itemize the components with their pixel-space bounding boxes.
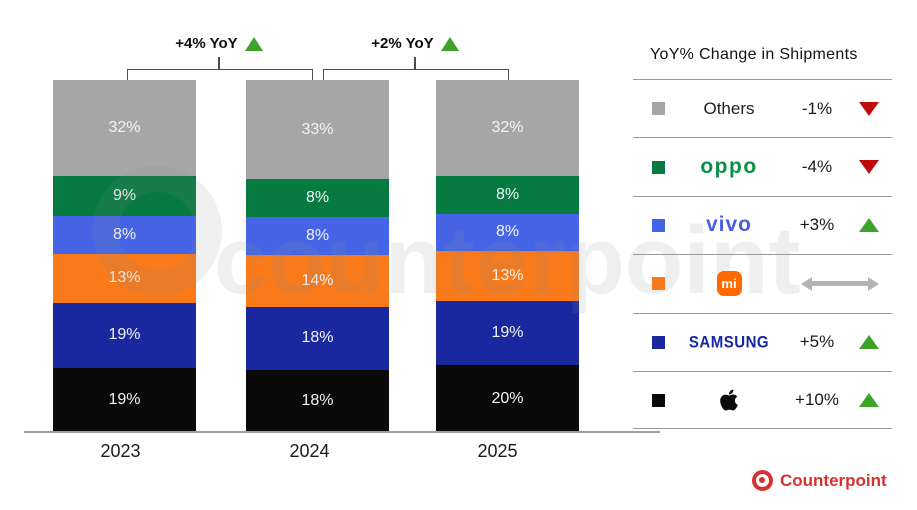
apple-logo-icon (720, 389, 738, 411)
legend-title: YoY% Change in Shipments (650, 46, 858, 63)
bracket-tick (414, 57, 416, 70)
segment-xiaomi-2024: 14% (246, 254, 389, 308)
oppo-swatch (652, 160, 665, 174)
x-tick-2023: 2023 (100, 441, 141, 461)
yoy-annotation-2024-2025: +2% YoY (330, 35, 500, 52)
segment-vivo-2025: 8% (436, 213, 579, 252)
segment-others-2023: 32% (53, 80, 196, 177)
oppo-logo: oppo (700, 155, 758, 179)
segment-oppo-2023: 9% (53, 176, 196, 217)
up-triangle-icon (440, 36, 459, 51)
segment-apple-2025: 20% (436, 365, 579, 432)
xiaomi-mi-logo: mi (716, 271, 742, 297)
samsung-change-value: +5% (799, 332, 835, 352)
x-tick-2024: 2024 (289, 441, 330, 461)
yoy-annotation-label: +4% YoY (175, 35, 238, 52)
segment-others-2025: 32% (436, 80, 579, 177)
segment-apple-2024: 18% (246, 369, 389, 432)
segment-vivo-2023: 8% (53, 216, 196, 254)
up-triangle-icon (859, 218, 879, 233)
samsung-swatch (652, 335, 665, 349)
samsung-logo: SAMSUNG (688, 332, 770, 352)
apple-swatch (652, 393, 665, 407)
yoy-annotation-2023-2024: +4% YoY (134, 35, 304, 52)
bracket-2023-2024 (127, 69, 313, 80)
legend-row-others: Others -1% (633, 79, 892, 137)
vivo-change-value: +3% (799, 215, 835, 235)
legend-row-oppo: oppo -4% (633, 137, 892, 195)
others-swatch (652, 102, 665, 116)
up-triangle-icon (859, 335, 879, 350)
apple-change-value: +10% (795, 390, 839, 410)
segment-oppo-2025: 8% (436, 176, 579, 214)
vivo-swatch (652, 218, 665, 232)
yoy-annotation-label: +2% YoY (371, 35, 434, 52)
down-triangle-icon (859, 160, 879, 175)
up-triangle-icon (244, 36, 263, 51)
up-triangle-icon (859, 393, 879, 408)
segment-vivo-2024: 8% (246, 217, 389, 255)
xiaomi-swatch (652, 277, 665, 291)
counterpoint-brandmark: Counterpoint (752, 470, 887, 491)
stacked-bar-2025: 32% 8% 8% 13% 19% 20% (436, 80, 579, 432)
segment-others-2024: 33% (246, 80, 389, 180)
legend-row-xiaomi: mi (633, 254, 892, 312)
down-triangle-icon (859, 101, 879, 116)
counterpoint-logo-icon (752, 470, 773, 491)
counterpoint-logo-text: Counterpoint (780, 470, 887, 490)
others-change-value: -1% (801, 98, 833, 118)
legend-row-samsung: SAMSUNG +5% (633, 312, 892, 371)
stacked-bar-2023: 32% 9% 8% 13% 19% 19% (53, 80, 196, 432)
segment-xiaomi-2025: 13% (436, 251, 579, 301)
legend: YoY% Change in Shipments Others -1% oppo… (633, 40, 892, 430)
x-tick-2025: 2025 (477, 441, 518, 461)
others-label: Others (703, 98, 755, 118)
segment-samsung-2024: 18% (246, 307, 389, 370)
segment-apple-2023: 19% (53, 367, 196, 432)
segment-oppo-2024: 8% (246, 179, 389, 218)
flat-arrow-icon (788, 276, 892, 291)
bracket-2024-2025 (323, 69, 509, 80)
legend-row-vivo: vivo +3% (633, 195, 892, 254)
x-axis-line (24, 431, 660, 433)
oppo-change-value: -4% (801, 157, 833, 177)
vivo-logo: vivo (705, 213, 753, 237)
stacked-bar-2024: 33% 8% 8% 14% 18% 18% (246, 80, 389, 432)
segment-xiaomi-2023: 13% (53, 253, 196, 304)
bracket-tick (218, 57, 220, 70)
segment-samsung-2023: 19% (53, 303, 196, 368)
segment-samsung-2025: 19% (436, 300, 579, 366)
legend-row-apple: +10% (633, 370, 892, 430)
